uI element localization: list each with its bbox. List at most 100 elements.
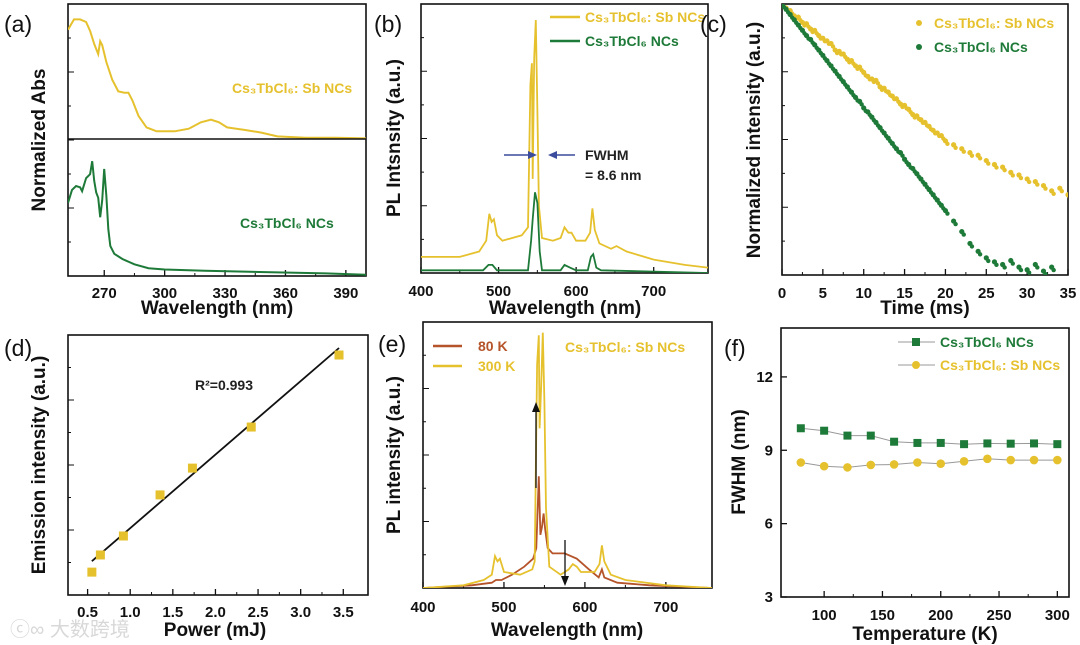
fit-line <box>91 347 340 562</box>
data-point <box>87 567 97 577</box>
x-tick-label: 1.0 <box>120 604 141 621</box>
plot-frame <box>67 3 367 277</box>
data-point-square <box>983 439 992 448</box>
panel-label: (a) <box>4 11 32 37</box>
data-point-tb <box>1043 271 1048 275</box>
x-tick-label: 5 <box>819 285 827 302</box>
data-point-sb <box>1059 188 1065 194</box>
fwhm-value: = 8.6 nm <box>585 167 641 183</box>
data-point-sb <box>1035 182 1040 187</box>
data-point-sb <box>1067 196 1068 199</box>
x-axis-label: Power (mJ) <box>164 620 266 641</box>
legend-marker <box>912 361 920 369</box>
x-tick-label: 3.0 <box>290 604 311 621</box>
x-tick-label: 0.5 <box>77 604 98 621</box>
data-point <box>95 550 105 560</box>
arrow-head-icon <box>528 151 537 159</box>
y-axis-label: FWHM (nm) <box>729 409 750 515</box>
arrow-head-icon <box>548 151 557 159</box>
legend-label: Cs₃TbCl₆ NCs <box>934 39 1028 55</box>
x-tick-label: 300 <box>1045 607 1070 624</box>
data-point-sb <box>969 153 975 158</box>
x-tick-label: 400 <box>408 283 433 300</box>
x-tick-label: 2.5 <box>248 604 269 621</box>
legend-label: Cs₃TbCl₆ NCs <box>585 33 679 49</box>
y-tick-label: 6 <box>765 516 773 533</box>
y-axis-label: Emission intensity (a.u.) <box>29 356 50 575</box>
data-point-square <box>960 440 969 449</box>
y-axis-label: PL Intsnsity (a.u.) <box>384 59 405 217</box>
y-tick-label: 3 <box>765 589 773 606</box>
series-line-sb <box>68 18 366 140</box>
x-tick-label: 600 <box>564 283 589 300</box>
data-point-sb <box>986 161 991 166</box>
arrow-up-icon <box>532 402 540 412</box>
y-axis-label: Normalized Abs <box>29 69 50 212</box>
x-tick-label: 30 <box>1019 285 1036 302</box>
data-point-square <box>936 438 945 447</box>
data-point-circle <box>796 458 806 467</box>
data-point-sb <box>977 156 983 161</box>
data-point-sb <box>945 141 950 147</box>
x-tick-label: 1.5 <box>162 604 183 621</box>
data-point-tb <box>977 252 983 257</box>
arrow-down-icon <box>561 576 569 586</box>
data-point-tb <box>953 221 958 227</box>
legend-label: Cs₃TbCl₆ NCs <box>940 334 1034 350</box>
x-tick-label: 400 <box>410 599 435 616</box>
x-tick-label: 10 <box>855 285 872 302</box>
data-point-tb <box>945 211 950 216</box>
data-point-tb <box>1010 261 1015 266</box>
legend-marker <box>916 44 922 50</box>
x-tick-label: 25 <box>978 285 995 302</box>
series-line-sb <box>421 20 708 269</box>
data-point <box>246 422 256 432</box>
legend-label: Cs₃TbCl₆: Sb NCs <box>940 357 1060 373</box>
x-tick-label: 35 <box>1060 285 1077 302</box>
data-point-sb <box>994 165 999 170</box>
data-point-tb <box>1026 270 1032 275</box>
data-point-tb <box>1051 267 1056 273</box>
series-line-k80 <box>423 476 712 588</box>
x-tick-label: 100 <box>812 607 837 624</box>
data-point-tb <box>994 262 999 268</box>
x-tick-label: 500 <box>486 283 511 300</box>
data-point-tb <box>900 153 905 158</box>
data-point-circle <box>983 454 992 464</box>
data-point-tb <box>986 258 991 264</box>
panel-d: 0.5 1.0 1.5 2.0 2.5 3.0 3.5 (d) Power (mJ) Emissi… <box>4 334 369 641</box>
y-axis-label: PL intensity (a.u.) <box>384 376 405 534</box>
x-axis-label: Temperature (K) <box>852 624 997 645</box>
panel-label: (c) <box>700 11 727 37</box>
x-tick-label: 250 <box>987 607 1012 624</box>
plot-area <box>782 4 1068 275</box>
plot-frame <box>422 321 713 589</box>
data-point-square <box>820 426 829 435</box>
data-point-square <box>1030 439 1039 448</box>
x-axis-label: Wavelength (nm) <box>141 298 293 319</box>
x-tick-label: 0 <box>778 285 786 302</box>
fwhm-label: FWHM <box>585 147 629 163</box>
data-point <box>155 490 165 500</box>
panel-label: (b) <box>374 11 402 37</box>
data-point <box>118 531 128 541</box>
plot-area <box>421 20 708 273</box>
data-point-square <box>843 431 852 440</box>
panel-c: 0 5 10 15 20 25 30 35 (c) Time (ms) Normalized int… <box>700 3 1077 319</box>
legend-label: 300 K <box>478 358 515 374</box>
data-point-square <box>890 437 899 446</box>
panel-label: (f) <box>724 335 746 361</box>
data-point-tb <box>1035 265 1040 270</box>
data-point-sb <box>953 145 958 150</box>
panel-f: 100 150 200 250 300 3 6 9 12 (f) Temperature (K) FW… <box>724 327 1070 645</box>
data-point-circle <box>1006 455 1016 465</box>
data-point-tb <box>1002 265 1007 270</box>
x-tick-label: 700 <box>653 599 678 616</box>
data-point-sb <box>1026 179 1032 185</box>
data-point-sb <box>875 81 881 86</box>
plot-area <box>87 347 344 577</box>
data-point-tb <box>961 232 966 237</box>
data-point-square <box>1006 439 1015 448</box>
legend-label: Cs₃TbCl₆: Sb NCs <box>934 15 1054 31</box>
x-tick-label: 700 <box>641 283 666 300</box>
